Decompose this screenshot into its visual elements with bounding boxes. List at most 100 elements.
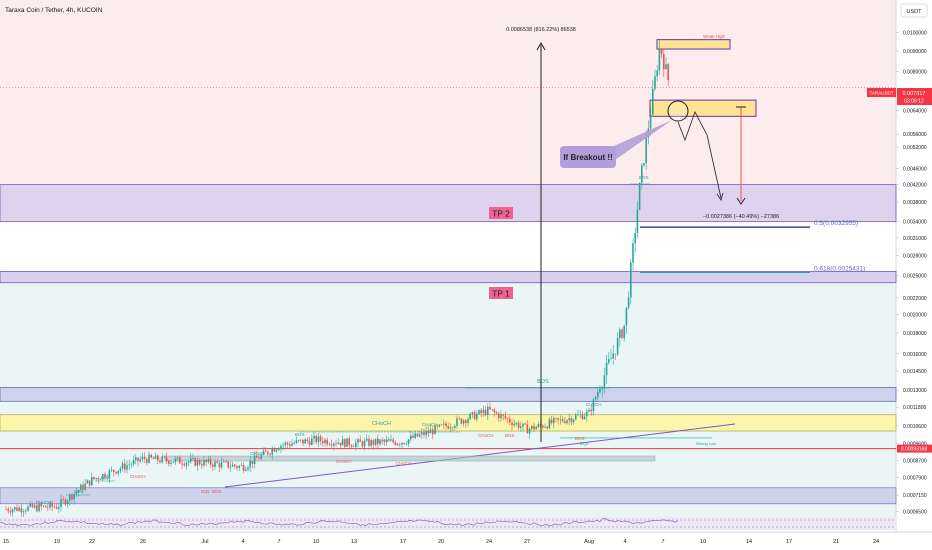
time-tick-label: 4 <box>623 539 626 545</box>
candle-body <box>179 457 181 464</box>
candle-body <box>586 411 588 417</box>
currency-button[interactable] <box>900 3 928 18</box>
breakout-zone[interactable] <box>649 99 757 117</box>
candle-body <box>524 423 526 425</box>
breakout-circle[interactable] <box>667 100 689 122</box>
candle-body <box>117 470 119 474</box>
candle-body <box>315 435 317 443</box>
candle-body <box>550 419 553 424</box>
candle-body <box>110 469 113 471</box>
countdown-label: 03:09:12 <box>904 99 924 105</box>
candle-body <box>181 463 183 465</box>
candle-body <box>482 409 485 413</box>
price-tick-label: 0.0046000 <box>903 167 927 173</box>
indicator-line <box>0 518 679 527</box>
candle-body <box>115 471 117 474</box>
candle-body <box>150 454 152 458</box>
time-axis[interactable]: 15 19 22 26 Jul 4 7 10 13 17 20 24 27 Aug 4 7 10 14 17 21 24 <box>3 539 879 545</box>
candle-body <box>49 502 51 508</box>
price-tick-label: 0.0011800 <box>903 405 926 411</box>
candle-body <box>625 307 628 326</box>
candle-body <box>399 444 401 445</box>
tp1-zone[interactable] <box>0 270 897 284</box>
current-price-tag <box>897 88 932 105</box>
support-price-label: 0.00093168 <box>901 446 928 452</box>
price-axis[interactable]: 0.01000000.00900000.00800000.00720000.00… <box>896 31 927 516</box>
candle-body <box>445 423 447 427</box>
candle-body <box>93 477 95 479</box>
candle-body <box>528 428 531 434</box>
candle-body <box>225 461 227 463</box>
candle-body <box>102 474 104 480</box>
low-zone-blue[interactable] <box>0 487 897 505</box>
current-price-label: 0.007317 <box>903 91 926 97</box>
price-tick-label: 0.0064000 <box>903 109 927 115</box>
candle-body <box>229 466 232 468</box>
candle-body <box>634 233 636 244</box>
candle-body <box>58 507 60 509</box>
candle-body <box>185 462 188 466</box>
candle-body <box>258 457 260 459</box>
candle-body <box>478 410 480 414</box>
candle-body <box>262 450 265 455</box>
bos-label-4: BOS <box>295 432 305 437</box>
projection-path <box>677 111 722 199</box>
candle-body <box>55 506 58 509</box>
candle-body <box>495 412 498 414</box>
callout-box[interactable] <box>560 146 616 168</box>
candle-body <box>443 423 445 425</box>
choch-label-main: CHoCH <box>372 421 391 427</box>
premium-background <box>0 0 896 185</box>
candle-body <box>328 444 331 446</box>
candle-body <box>423 432 425 436</box>
support-zone-blue[interactable] <box>0 387 897 402</box>
candle-body <box>348 438 350 446</box>
candle-body <box>535 427 537 430</box>
candle-body <box>238 465 240 468</box>
candle-body <box>247 467 249 470</box>
candle-body <box>427 430 430 434</box>
candle-body <box>504 415 507 419</box>
candle-body <box>60 499 62 508</box>
candle-body <box>218 462 221 468</box>
candle-body <box>152 457 155 460</box>
consolidation-box <box>164 455 656 462</box>
candle-body <box>249 460 251 468</box>
candle-body <box>344 439 346 447</box>
candle-body <box>654 76 656 89</box>
candle-body <box>214 461 216 467</box>
candle-body <box>396 444 399 445</box>
choch-label-3: CHoCH <box>250 451 266 456</box>
candle-body <box>346 438 348 447</box>
candle-body <box>7 509 9 512</box>
tp2-zone[interactable] <box>0 184 897 223</box>
candle-body <box>273 448 276 452</box>
candle-body <box>410 435 412 440</box>
candle-body <box>51 502 53 507</box>
candle-body <box>66 500 69 505</box>
candle-body <box>280 445 282 449</box>
candle-body <box>240 465 243 466</box>
candle-body <box>260 454 262 459</box>
candle-body <box>489 406 491 410</box>
candle-body <box>135 457 137 461</box>
weak-high-zone[interactable] <box>656 39 731 50</box>
candle-body <box>201 464 203 466</box>
candle-body <box>297 440 300 441</box>
price-tick-label: 0.0018000 <box>903 331 927 337</box>
choch-label-5: CHoCH <box>422 422 438 427</box>
candle-body <box>146 459 148 463</box>
candle-body <box>212 464 214 467</box>
ascending-trendline[interactable] <box>224 423 736 488</box>
candle-body <box>581 414 584 420</box>
callout-pointer <box>605 120 672 162</box>
candle-body <box>333 443 335 446</box>
candle-body <box>14 507 16 510</box>
time-tick-label: 24 <box>486 539 492 545</box>
candle-body <box>355 442 357 447</box>
price-tick-label: 0.0006500 <box>903 510 927 516</box>
candle-body <box>462 420 465 424</box>
price-tick-label: 0.0090000 <box>903 49 927 55</box>
price-tick-label: 0.0014500 <box>903 369 927 375</box>
